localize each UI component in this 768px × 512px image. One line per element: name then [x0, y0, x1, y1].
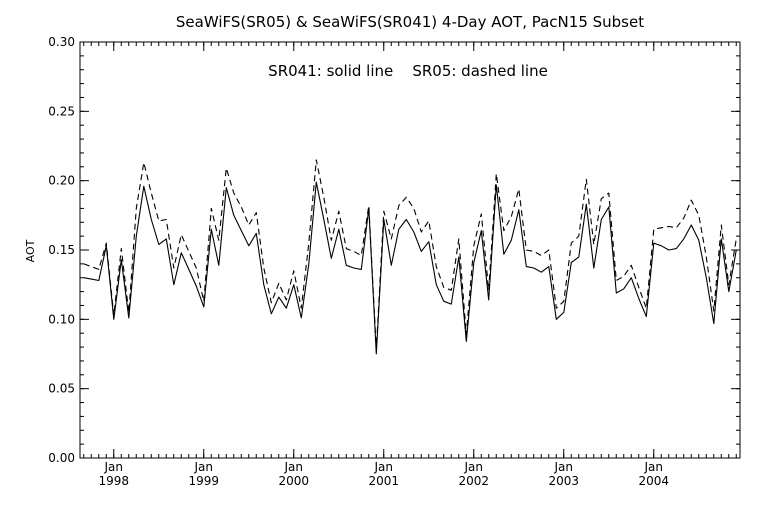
x-tick-month-label: Jan — [194, 460, 214, 474]
y-tick-label: 0.20 — [48, 174, 75, 188]
y-tick-label: 0.15 — [48, 243, 75, 257]
y-tick-label: 0.10 — [48, 312, 75, 326]
x-tick-year-label: 2001 — [368, 474, 399, 488]
x-tick-month-label: Jan — [284, 460, 304, 474]
y-tick-label: 0.30 — [48, 35, 75, 49]
y-tick-label: 0.25 — [48, 104, 75, 118]
x-tick-year-label: 2000 — [278, 474, 309, 488]
x-tick-year-label: 2003 — [548, 474, 579, 488]
plot-area — [83, 159, 737, 355]
y-tick-label: 0.00 — [48, 451, 75, 465]
x-tick-month-label: Jan — [554, 460, 574, 474]
x-tick-year-label: 2002 — [458, 474, 489, 488]
y-axis-label: AOT — [24, 239, 37, 262]
x-tick-month-label: Jan — [644, 460, 664, 474]
series-line-sr041 — [83, 181, 737, 355]
chart-title: SeaWiFS(SR05) & SeaWiFS(SR041) 4-Day AOT… — [176, 13, 644, 31]
plot-frame — [79, 41, 741, 459]
y-axis: 0.00 0.05 0.10 0.15 0.20 0.25 0.30 — [48, 35, 740, 465]
x-tick-year-label: 2004 — [638, 474, 669, 488]
x-tick-month-label: Jan — [374, 460, 394, 474]
x-tick-month-label: Jan — [464, 460, 484, 474]
series-line-sr05 — [83, 159, 737, 351]
line-style-annotation: SR041: solid line SR05: dashed line — [268, 62, 548, 80]
y-tick-label: 0.05 — [48, 382, 75, 396]
x-tick-year-label: 1998 — [98, 474, 129, 488]
x-axis: Jan1998Jan1999Jan2000Jan2001Jan2002Jan20… — [83, 42, 737, 488]
x-tick-month-label: Jan — [104, 460, 124, 474]
x-tick-year-label: 1999 — [188, 474, 219, 488]
